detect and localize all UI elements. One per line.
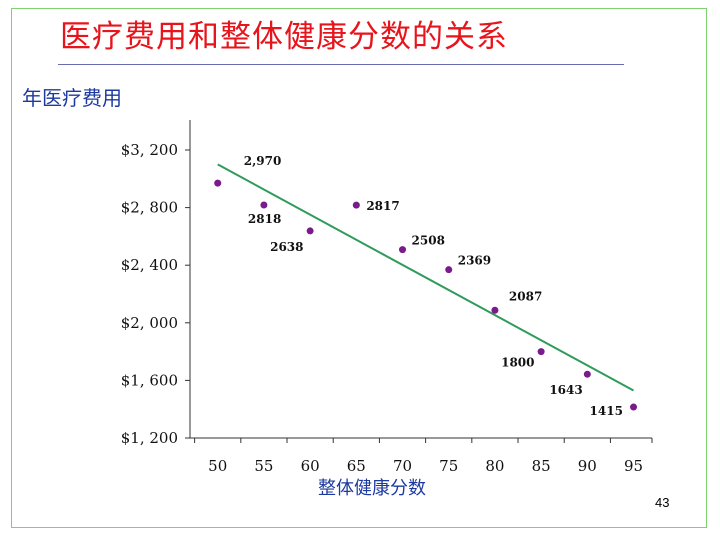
y-tick-label: $2, 400 bbox=[121, 256, 178, 274]
data-point bbox=[399, 246, 407, 254]
slide-title: 医疗费用和整体健康分数的关系 bbox=[60, 19, 508, 55]
data-point bbox=[491, 306, 499, 314]
data-point bbox=[537, 348, 545, 356]
y-tick-label: $2, 800 bbox=[121, 199, 178, 217]
x-tick-label: 90 bbox=[578, 457, 597, 475]
y-tick-label: $1, 600 bbox=[121, 371, 178, 389]
y-axis-title: 年医疗费用 bbox=[22, 86, 122, 110]
data-label: 1415 bbox=[590, 404, 623, 418]
data-label: 2817 bbox=[366, 199, 399, 213]
x-tick-label: 95 bbox=[624, 457, 643, 475]
data-point bbox=[630, 403, 638, 411]
x-tick-label: 65 bbox=[347, 457, 366, 475]
data-label: 2508 bbox=[412, 234, 445, 248]
data-point bbox=[583, 370, 591, 378]
x-axis-title: 整体健康分数 bbox=[318, 478, 426, 499]
y-tick-label: $2, 000 bbox=[121, 314, 178, 332]
data-label: 1800 bbox=[501, 356, 534, 370]
slide-number: 43 bbox=[655, 495, 670, 510]
trendline bbox=[217, 163, 634, 392]
data-point bbox=[445, 266, 453, 274]
x-tick-label: 70 bbox=[393, 457, 412, 475]
x-tick-label: 50 bbox=[208, 457, 227, 475]
data-point bbox=[260, 201, 268, 209]
slide-frame bbox=[11, 8, 707, 528]
x-tick-label: 75 bbox=[439, 457, 458, 475]
x-tick-label: 80 bbox=[485, 457, 504, 475]
data-point bbox=[352, 201, 360, 209]
data-point bbox=[214, 179, 222, 187]
x-tick-label: 85 bbox=[532, 457, 551, 475]
data-label: 2818 bbox=[248, 212, 281, 226]
y-tick-label: $3, 200 bbox=[121, 141, 178, 159]
data-label: 2369 bbox=[458, 254, 491, 268]
data-label: 1643 bbox=[549, 383, 582, 397]
x-tick-label: 55 bbox=[254, 457, 273, 475]
footer-mark bbox=[44, 495, 106, 499]
title-divider bbox=[58, 64, 624, 65]
data-point bbox=[306, 227, 314, 235]
data-label: 2,970 bbox=[244, 154, 282, 168]
data-label: 2087 bbox=[509, 289, 542, 303]
data-label: 2638 bbox=[270, 240, 303, 254]
y-tick-label: $1, 200 bbox=[121, 429, 178, 447]
x-tick-label: 60 bbox=[301, 457, 320, 475]
